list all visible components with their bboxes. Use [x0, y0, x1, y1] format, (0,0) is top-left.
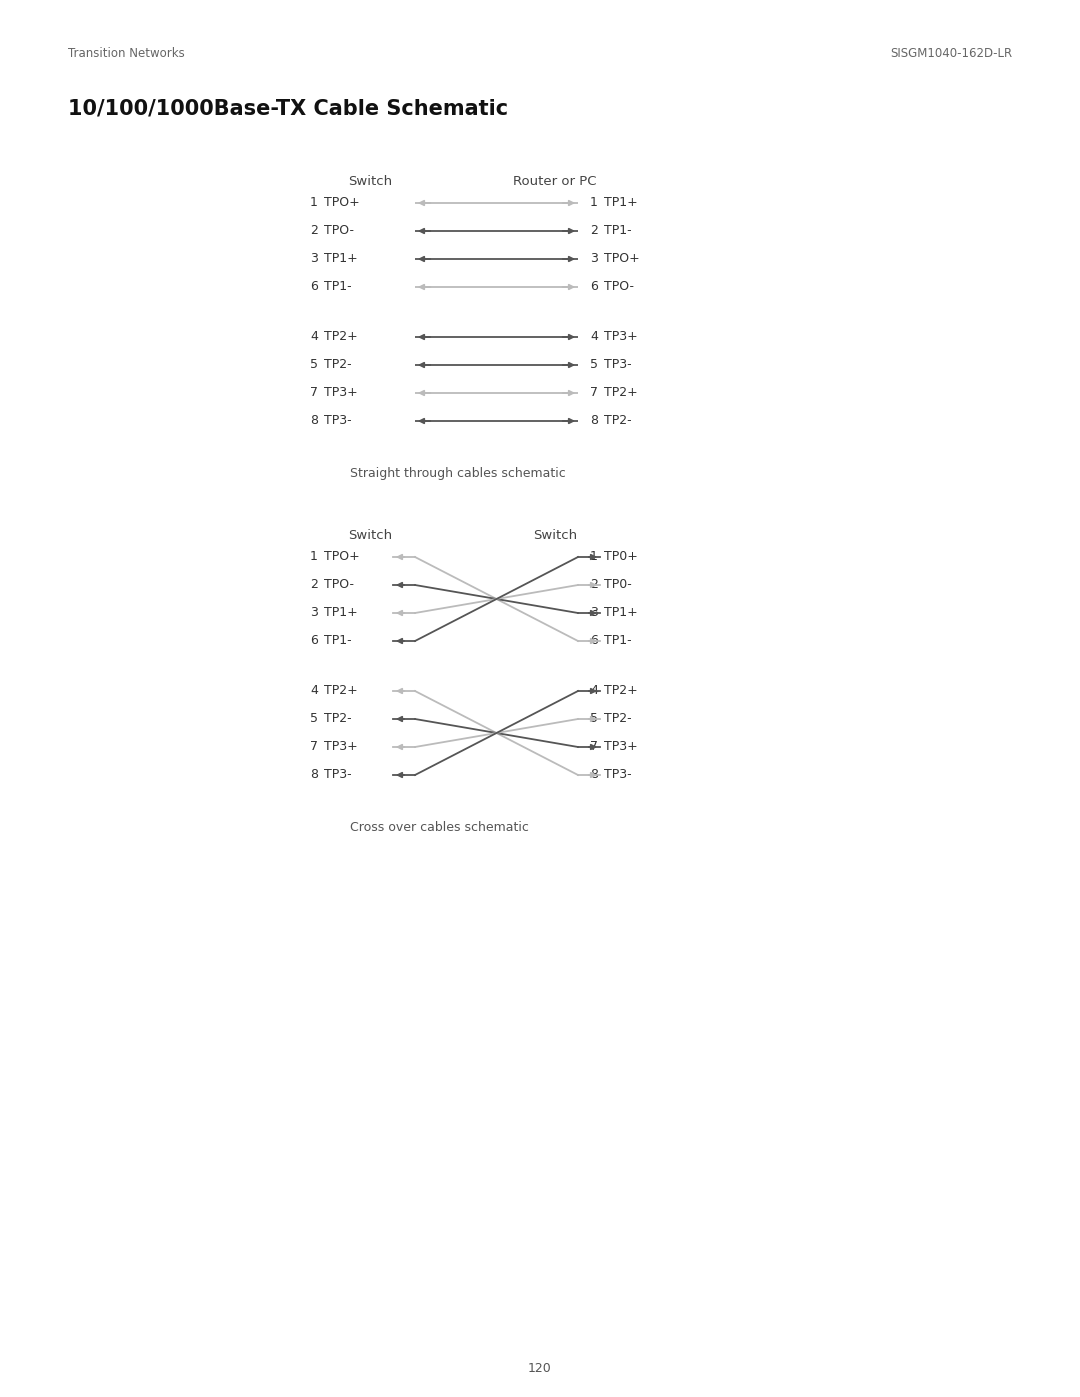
Text: Router or PC: Router or PC — [513, 175, 597, 189]
Text: 10/100/1000Base-TX Cable Schematic: 10/100/1000Base-TX Cable Schematic — [68, 98, 508, 117]
Text: TP1+: TP1+ — [324, 606, 357, 619]
Text: TP1-: TP1- — [604, 634, 632, 647]
Text: 4: 4 — [310, 685, 318, 697]
Text: TP3-: TP3- — [324, 415, 352, 427]
Text: Switch: Switch — [532, 529, 577, 542]
Text: 1: 1 — [310, 197, 318, 210]
Text: TPO-: TPO- — [324, 578, 354, 591]
Text: 7: 7 — [310, 387, 318, 400]
Text: 3: 3 — [590, 606, 598, 619]
Text: TP3-: TP3- — [604, 768, 632, 781]
Text: TP3+: TP3+ — [324, 387, 357, 400]
Text: TP1+: TP1+ — [324, 253, 357, 265]
Text: 8: 8 — [310, 768, 318, 781]
Text: TP1-: TP1- — [324, 634, 352, 647]
Text: TP2+: TP2+ — [604, 387, 638, 400]
Text: TPO+: TPO+ — [604, 253, 639, 265]
Text: TP2+: TP2+ — [324, 685, 357, 697]
Text: 8: 8 — [310, 415, 318, 427]
Text: 8: 8 — [590, 415, 598, 427]
Text: 1: 1 — [590, 197, 598, 210]
Text: Cross over cables schematic: Cross over cables schematic — [350, 821, 529, 834]
Text: TP1+: TP1+ — [604, 197, 638, 210]
Text: 5: 5 — [310, 712, 318, 725]
Text: 3: 3 — [310, 253, 318, 265]
Text: 3: 3 — [310, 606, 318, 619]
Text: 4: 4 — [310, 331, 318, 344]
Text: TP2-: TP2- — [324, 359, 352, 372]
Text: TP3+: TP3+ — [324, 740, 357, 753]
Text: TPO+: TPO+ — [324, 550, 360, 563]
Text: TP3-: TP3- — [604, 359, 632, 372]
Text: Straight through cables schematic: Straight through cables schematic — [350, 467, 566, 481]
Text: TP3+: TP3+ — [604, 740, 638, 753]
Text: 7: 7 — [590, 740, 598, 753]
Text: 1: 1 — [590, 550, 598, 563]
Text: 8: 8 — [590, 768, 598, 781]
Text: 5: 5 — [590, 359, 598, 372]
Text: 5: 5 — [310, 359, 318, 372]
Text: 120: 120 — [528, 1362, 552, 1375]
Text: Transition Networks: Transition Networks — [68, 47, 185, 60]
Text: TP0-: TP0- — [604, 578, 632, 591]
Text: 6: 6 — [590, 281, 598, 293]
Text: 3: 3 — [590, 253, 598, 265]
Text: 2: 2 — [310, 578, 318, 591]
Text: TP1-: TP1- — [324, 281, 352, 293]
Text: TP2+: TP2+ — [324, 331, 357, 344]
Text: 5: 5 — [590, 712, 598, 725]
Text: TP1+: TP1+ — [604, 606, 638, 619]
Text: TP2-: TP2- — [604, 712, 632, 725]
Text: 7: 7 — [310, 740, 318, 753]
Text: TPO+: TPO+ — [324, 197, 360, 210]
Text: TPO-: TPO- — [324, 225, 354, 237]
Text: Switch: Switch — [348, 175, 392, 189]
Text: 6: 6 — [310, 281, 318, 293]
Text: 7: 7 — [590, 387, 598, 400]
Text: 6: 6 — [590, 634, 598, 647]
Text: TP3+: TP3+ — [604, 331, 638, 344]
Text: TP1-: TP1- — [604, 225, 632, 237]
Text: 2: 2 — [590, 225, 598, 237]
Text: 2: 2 — [310, 225, 318, 237]
Text: TP0+: TP0+ — [604, 550, 638, 563]
Text: 4: 4 — [590, 331, 598, 344]
Text: 2: 2 — [590, 578, 598, 591]
Text: TP2+: TP2+ — [604, 685, 638, 697]
Text: TP3-: TP3- — [324, 768, 352, 781]
Text: TP2-: TP2- — [604, 415, 632, 427]
Text: 6: 6 — [310, 634, 318, 647]
Text: SISGM1040-162D-LR: SISGM1040-162D-LR — [890, 47, 1012, 60]
Text: 1: 1 — [310, 550, 318, 563]
Text: TPO-: TPO- — [604, 281, 634, 293]
Text: TP2-: TP2- — [324, 712, 352, 725]
Text: 4: 4 — [590, 685, 598, 697]
Text: Switch: Switch — [348, 529, 392, 542]
